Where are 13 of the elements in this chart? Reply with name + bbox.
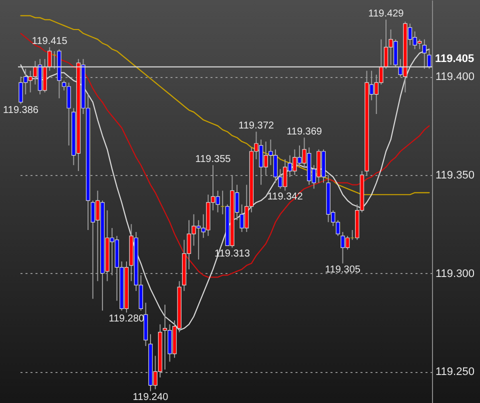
annotation: 119.355 [195,154,232,166]
annotation: 119.372 [238,120,274,132]
annotation: 119.305 [325,264,361,276]
y-tick-label: 119.400 [436,71,474,84]
annotation: 119.369 [286,126,322,138]
annotation: 119.240 [132,392,169,403]
annotation: 119.429 [368,8,404,20]
annotation: 119.415 [32,36,68,48]
y-tick-label: 119.350 [436,169,474,182]
y-tick-label: 119.250 [436,366,474,378]
ref-line-label: 119.405 [435,52,474,65]
y-tick-label: 119.300 [436,268,474,280]
annotation: 119.386 [3,105,39,116]
